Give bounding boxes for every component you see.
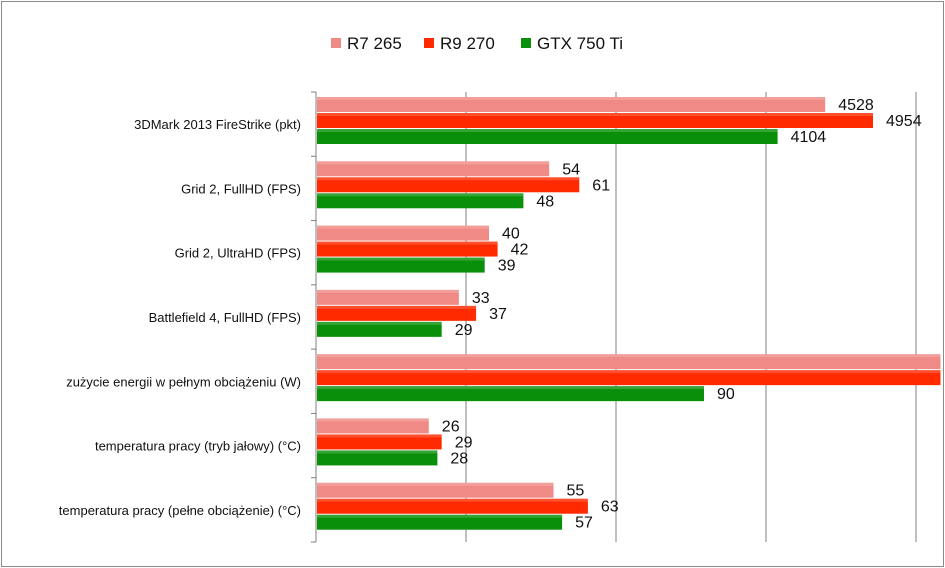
bar-highlight [317, 129, 778, 132]
data-label: 90 [717, 386, 735, 403]
legend-swatch [424, 38, 434, 48]
bar [317, 386, 704, 402]
legend-swatch [521, 38, 531, 48]
bar [317, 257, 485, 273]
bar-highlight [317, 418, 429, 422]
category-label: zużycie energii w pełnym obciążeniu (W) [66, 374, 301, 389]
bars: 3DMark 2013 FireStrike (pkt) 4528 4954 4104… [59, 97, 941, 532]
data-label: 40 [502, 226, 520, 243]
category-label: temperatura pracy (pełne obciążenie) (°C… [59, 503, 301, 518]
bar [317, 418, 429, 434]
bar [317, 161, 550, 177]
data-label: 4104 [791, 129, 827, 146]
data-label: 4954 [886, 113, 922, 130]
data-label: 39 [498, 258, 516, 275]
bar-highlight [317, 113, 873, 116]
category-label: Grid 2, FullHD (FPS) [181, 181, 301, 196]
legend-label: R9 270 [440, 34, 495, 53]
bar [317, 241, 498, 257]
bar-highlight [317, 354, 941, 358]
data-label: 29 [455, 322, 473, 339]
bar-highlight [317, 321, 442, 325]
data-label: 57 [575, 515, 593, 532]
bar [317, 129, 778, 144]
bar [317, 305, 477, 321]
data-label: 33 [472, 290, 490, 307]
data-label: 61 [592, 177, 610, 194]
bar-highlight [317, 434, 442, 438]
bar [317, 498, 588, 514]
data-label: 26 [442, 418, 460, 435]
bar [317, 370, 941, 386]
bar [317, 113, 873, 128]
bar-highlight [317, 161, 550, 165]
legend-item: R7 265 [331, 34, 402, 53]
bar [317, 321, 442, 337]
data-label: 37 [489, 306, 507, 323]
bar-highlight [317, 370, 941, 374]
bar [317, 514, 563, 530]
bar-group: temperatura pracy (tryb jałowy) (°C) 2629… [95, 418, 473, 467]
bar-highlight [317, 97, 826, 100]
bar-group: Grid 2, FullHD (FPS) 54 61 48 [181, 161, 610, 210]
bar-highlight [317, 386, 704, 390]
data-label: 4528 [838, 97, 874, 114]
y-axis [311, 91, 317, 543]
bar [317, 434, 442, 450]
legend-label: GTX 750 Ti [537, 34, 623, 53]
bar [317, 97, 826, 112]
bar-highlight [317, 289, 459, 293]
bar-highlight [317, 482, 554, 486]
bar [317, 354, 941, 370]
bar-highlight [317, 177, 580, 181]
bar [317, 450, 438, 466]
bar [317, 177, 580, 193]
category-label: temperatura pracy (tryb jałowy) (°C) [95, 439, 301, 454]
gridlines [465, 92, 917, 542]
category-label: 3DMark 2013 FireStrike (pkt) [134, 117, 301, 132]
bar-highlight [317, 257, 485, 261]
bar-highlight [317, 241, 498, 245]
legend-swatch [331, 38, 341, 48]
data-label: 54 [562, 161, 580, 178]
legend: R7 265 R9 270 GTX 750 Ti [331, 34, 623, 53]
bar-highlight [317, 498, 588, 502]
bar [317, 193, 524, 209]
bar-group: 3DMark 2013 FireStrike (pkt) 4528 4954 4104 [134, 97, 922, 146]
bar-group: temperatura pracy (pełne obciążenie) (°C… [59, 482, 619, 532]
bar-highlight [317, 225, 489, 229]
category-label: Grid 2, UltraHD (FPS) [175, 246, 301, 261]
bar-highlight [317, 450, 438, 454]
bar-highlight [317, 305, 477, 309]
bar-highlight [317, 193, 524, 197]
data-label: 29 [455, 434, 473, 451]
legend-item: R9 270 [424, 34, 495, 53]
data-label: 42 [511, 242, 529, 259]
bar-group: zużycie energii w pełnym obciążeniu (W)1… [66, 354, 941, 403]
category-label: Battlefield 4, FullHD (FPS) [149, 310, 301, 325]
bar [317, 482, 554, 498]
legend-item: GTX 750 Ti [521, 34, 623, 53]
bar [317, 225, 489, 241]
data-label: 48 [536, 193, 554, 210]
data-label: 28 [450, 450, 468, 467]
bar-highlight [317, 514, 563, 518]
bar [317, 289, 459, 305]
data-label: 55 [567, 483, 585, 500]
legend-label: R7 265 [347, 34, 402, 53]
data-label: 63 [601, 499, 619, 516]
